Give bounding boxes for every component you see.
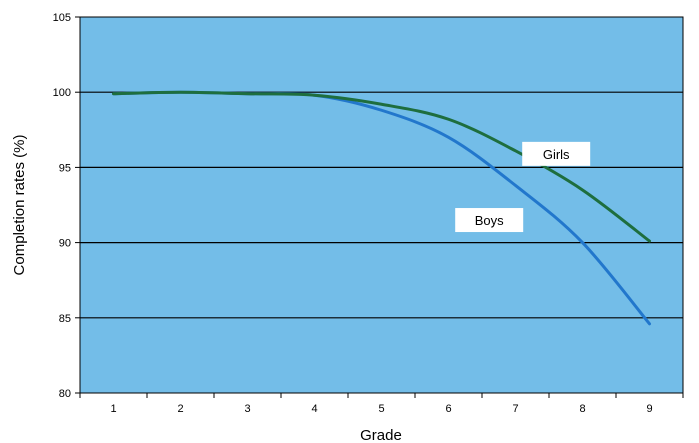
y-tick-label: 85 bbox=[59, 313, 71, 325]
x-tick-label: 7 bbox=[512, 403, 518, 415]
series-label-boys: Boys bbox=[455, 208, 524, 233]
y-tick-label: 105 bbox=[53, 12, 71, 24]
y-tick-label: 95 bbox=[59, 162, 71, 174]
x-tick-label: 1 bbox=[110, 403, 116, 415]
x-tick-label: 3 bbox=[244, 403, 250, 415]
x-tick-label: 8 bbox=[579, 403, 585, 415]
series-label-text: Girls bbox=[543, 147, 570, 162]
y-tick-label: 100 bbox=[53, 87, 71, 99]
series-lines bbox=[112, 90, 651, 326]
y-tick-label: 80 bbox=[59, 388, 71, 400]
series-label-girls: Girls bbox=[522, 141, 591, 166]
plot-area bbox=[79, 16, 684, 394]
x-axis-title: Grade bbox=[360, 427, 402, 443]
x-tick-label: 5 bbox=[378, 403, 384, 415]
y-axis-title: Completion rates (%) bbox=[11, 135, 28, 276]
series-label-box bbox=[522, 141, 591, 166]
x-tick-label: 4 bbox=[311, 403, 317, 415]
series-line-girls bbox=[112, 90, 651, 243]
series-labels: Girls Boys bbox=[455, 141, 591, 233]
series-label-box bbox=[455, 208, 524, 233]
x-tick-label: 2 bbox=[177, 403, 183, 415]
x-axis-ticks: 1 2 3 4 5 6 7 8 9 bbox=[79, 393, 684, 415]
y-tick-label: 90 bbox=[59, 238, 71, 250]
x-tick-label: 9 bbox=[646, 403, 652, 415]
series-label-text: Boys bbox=[475, 213, 504, 228]
x-tick-label: 6 bbox=[445, 403, 451, 415]
y-axis-ticks: 80 85 90 95 100 105 bbox=[53, 12, 80, 400]
